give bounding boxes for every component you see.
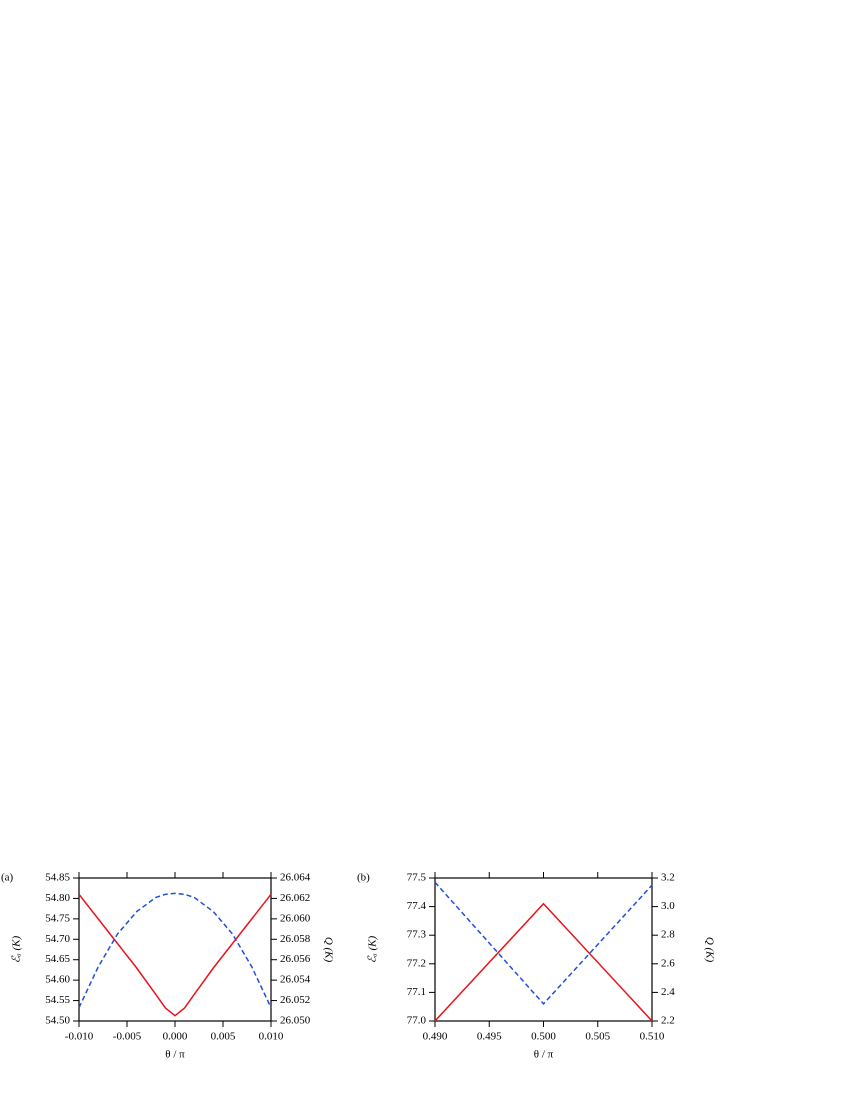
x-tick-label: 0.505 bbox=[585, 1031, 610, 1043]
y-tick-label: 54.55 bbox=[45, 994, 70, 1006]
panel-label: (a) bbox=[1, 872, 14, 884]
y-tick-label: 54.50 bbox=[45, 1015, 70, 1027]
y-tick-label: 77.3 bbox=[407, 929, 427, 941]
y-tick-label: 54.75 bbox=[45, 912, 70, 924]
x-axis-label: θ / π bbox=[165, 1049, 185, 1061]
y-tick-label: 54.80 bbox=[45, 892, 70, 904]
y2-tick-label: 26.050 bbox=[280, 1015, 311, 1027]
y2-tick-label: 3.2 bbox=[661, 872, 675, 884]
y2-tick-label: 2.8 bbox=[661, 929, 675, 941]
x-tick-label: 0.490 bbox=[423, 1031, 448, 1043]
series-line bbox=[78, 893, 272, 1017]
y-tick-label: 54.70 bbox=[45, 933, 70, 945]
y-axis-label: ℰₐ (K) bbox=[367, 936, 379, 964]
x-tick-label: 0.000 bbox=[163, 1031, 188, 1043]
y-axis-label: ℰₐ (K) bbox=[11, 936, 23, 964]
y2-tick-label: 26.054 bbox=[280, 974, 311, 986]
y-tick-label: 77.4 bbox=[407, 900, 427, 912]
y-tick-label: 54.85 bbox=[45, 872, 70, 884]
y2-axis-label: Q (K) bbox=[703, 937, 715, 963]
y-tick-label: 77.5 bbox=[407, 872, 427, 884]
y2-tick-label: 26.056 bbox=[280, 953, 311, 965]
y2-tick-label: 2.2 bbox=[661, 1015, 675, 1027]
y2-tick-label: 26.062 bbox=[280, 892, 310, 904]
y-tick-label: 77.1 bbox=[407, 986, 426, 998]
y2-tick-label: 26.064 bbox=[280, 872, 311, 884]
series-line bbox=[434, 902, 653, 1022]
y2-tick-label: 2.6 bbox=[661, 957, 675, 969]
y2-axis-label: Q (K) bbox=[322, 937, 334, 963]
panel-label: (b) bbox=[357, 872, 370, 884]
x-tick-label: -0.005 bbox=[113, 1031, 142, 1043]
x-tick-label: 0.005 bbox=[211, 1031, 236, 1043]
y2-tick-label: 3.0 bbox=[661, 900, 675, 912]
y2-tick-label: 26.060 bbox=[280, 912, 311, 924]
x-tick-label: 0.500 bbox=[531, 1031, 556, 1043]
y-tick-label: 54.65 bbox=[45, 953, 70, 965]
y-tick-label: 77.0 bbox=[407, 1015, 427, 1027]
plot-frame bbox=[434, 877, 653, 1022]
y2-tick-label: 26.058 bbox=[280, 933, 311, 945]
y-tick-label: 77.2 bbox=[407, 957, 426, 969]
x-tick-label: 0.510 bbox=[640, 1031, 665, 1043]
x-tick-label: 0.495 bbox=[477, 1031, 502, 1043]
x-tick-label: -0.010 bbox=[65, 1031, 94, 1043]
series-line bbox=[434, 881, 653, 1005]
x-axis-label: θ / π bbox=[534, 1049, 554, 1061]
x-tick-label: 0.010 bbox=[259, 1031, 284, 1043]
y2-tick-label: 2.4 bbox=[661, 986, 675, 998]
y2-tick-label: 26.052 bbox=[280, 994, 310, 1006]
y-tick-label: 54.60 bbox=[45, 974, 70, 986]
series-line bbox=[78, 892, 272, 1009]
